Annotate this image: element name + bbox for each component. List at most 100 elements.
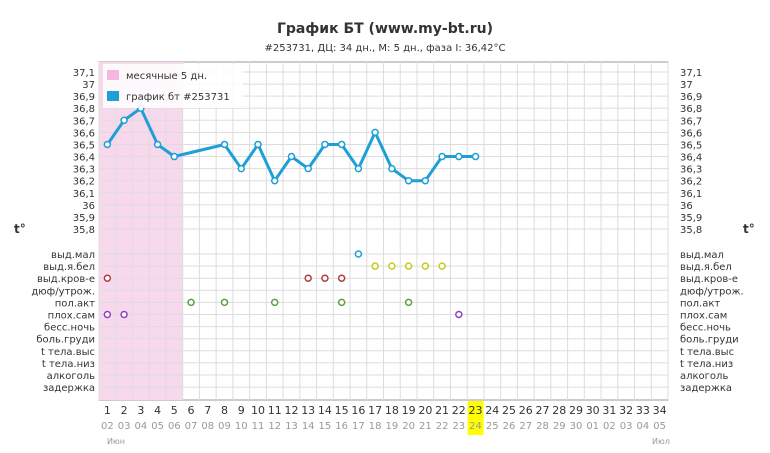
legend-menses-swatch [107, 70, 119, 80]
x-day-label: 31 [602, 404, 616, 417]
x-day-label: 26 [519, 404, 533, 417]
x-date-label: 04 [637, 421, 650, 432]
y-tick-label: 36,7 [680, 116, 702, 127]
x-date-label: 18 [369, 421, 382, 432]
temperature-point [455, 152, 463, 161]
x-day-label: 8 [221, 404, 228, 417]
x-day-label: 12 [284, 404, 298, 417]
x-day-label: 7 [204, 404, 211, 417]
x-day-label: 33 [636, 404, 650, 417]
x-day-label: 2 [121, 404, 128, 417]
symptom-marker [220, 298, 229, 307]
category-label: выд.мал [680, 250, 724, 261]
x-day-label: 24 [485, 404, 499, 417]
temperature-point [471, 152, 480, 161]
category-label: выд.мал [51, 250, 95, 261]
category-label: t тела.низ [42, 359, 95, 370]
x-day-label: 32 [619, 404, 633, 417]
x-day-label: 20 [418, 404, 432, 417]
symptom-markers [103, 250, 463, 319]
temperature-point [270, 176, 279, 185]
y-tick-label: 36,1 [680, 189, 702, 200]
y-tick-label: 36,4 [680, 153, 702, 164]
category-labels-right: выд.малвыд.я.белвыд.кров-едюф/утрож.пол.… [680, 250, 744, 394]
temperature-point [337, 140, 346, 149]
x-day-label: 17 [368, 404, 382, 417]
symptom-marker [421, 262, 430, 270]
symptom-marker [120, 310, 128, 319]
x-date-label: 02 [603, 421, 616, 432]
x-day-label: 10 [251, 404, 265, 417]
x-date-label: 20 [402, 421, 415, 432]
category-label: плох.сам [48, 311, 95, 322]
x-day-label: 23 [469, 404, 483, 417]
x-day-label: 3 [137, 404, 144, 417]
x-day-label: 27 [535, 404, 549, 417]
symptom-marker [354, 250, 363, 258]
x-date-label: 30 [570, 421, 583, 432]
symptom-marker [337, 274, 346, 282]
category-label: задержка [43, 383, 95, 394]
symptom-marker [103, 310, 112, 319]
category-label: бесс.ночь [680, 323, 731, 334]
x-date-label: 01 [586, 421, 599, 432]
symptom-marker [321, 274, 329, 282]
symptom-marker [371, 262, 379, 270]
legend-series-label: график бт #253731 [126, 92, 230, 103]
y-tick-label: 36,9 [73, 92, 95, 103]
x-day-label: 34 [653, 404, 667, 417]
highlight-day-marker [467, 401, 484, 435]
category-label: t тела.выс [41, 347, 95, 358]
symptom-marker [455, 310, 463, 319]
temperature-series [103, 104, 480, 185]
symptom-marker [404, 262, 413, 270]
temperature-point [220, 140, 229, 149]
x-date-label: 23 [452, 421, 465, 432]
y-tick-label: 37 [82, 80, 95, 91]
x-date-label: 16 [335, 421, 348, 432]
y-tick-label: 36,7 [73, 116, 95, 127]
x-date-label: 13 [285, 421, 298, 432]
x-date-label: 24 [469, 421, 482, 432]
y-tick-label: 36,2 [680, 177, 702, 188]
temperature-point [438, 152, 446, 161]
x-day-label: 13 [301, 404, 315, 417]
y-tick-label: 36,1 [73, 189, 95, 200]
symptom-marker [337, 298, 346, 307]
symptom-marker [404, 298, 413, 307]
symptom-marker [388, 262, 396, 270]
month-end-label: Июл [652, 437, 670, 446]
y-tick-label: 35,9 [680, 213, 702, 224]
y-tick-label: 36,3 [73, 165, 95, 176]
category-label: пол.акт [680, 298, 720, 309]
x-date-label: 06 [168, 421, 181, 432]
y-tick-label: 37,1 [73, 68, 95, 79]
x-day-label: 19 [402, 404, 416, 417]
x-day-label: 28 [552, 404, 566, 417]
category-label: дюф/утрож. [31, 286, 95, 297]
category-label: выд.кров-е [680, 274, 738, 285]
y-tick-label: 37 [680, 80, 693, 91]
x-date-label: 14 [302, 421, 315, 432]
x-date-label: 07 [185, 421, 198, 432]
category-label: плох.сам [680, 311, 727, 322]
temperature-point [287, 152, 296, 161]
x-date-label: 03 [118, 421, 131, 432]
x-day-label: 1 [104, 404, 111, 417]
temperature-point [103, 140, 112, 149]
x-date-label: 26 [503, 421, 516, 432]
y-tick-label: 36 [82, 201, 95, 212]
x-date-label: 22 [436, 421, 449, 432]
legend-menses-label: месячные 5 дн. [126, 71, 207, 82]
category-label: бесс.ночь [44, 323, 95, 334]
category-label: выд.я.бел [680, 262, 732, 273]
x-day-label: 22 [452, 404, 466, 417]
x-day-label: 15 [335, 404, 349, 417]
y-tick-label: 36,6 [680, 128, 702, 139]
x-date-label: 21 [419, 421, 432, 432]
legend-series-swatch [107, 91, 119, 101]
x-day-label: 18 [385, 404, 399, 417]
symptom-marker [270, 298, 279, 307]
y-tick-label: 36,6 [73, 128, 95, 139]
x-day-label: 16 [351, 404, 365, 417]
